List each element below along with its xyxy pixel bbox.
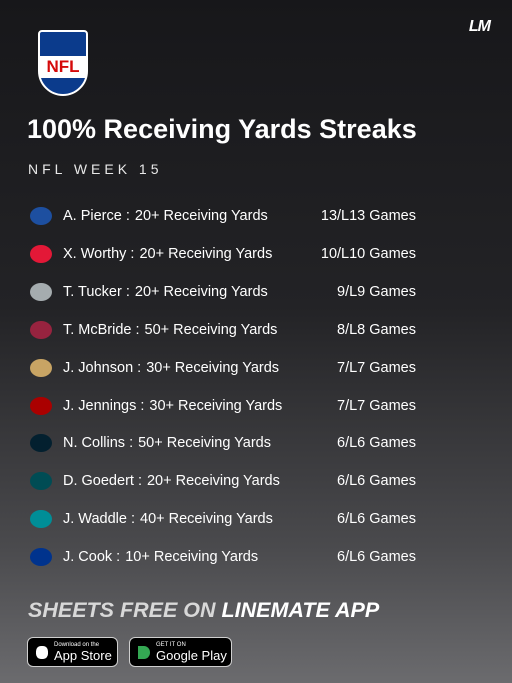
streak-row: N. Collins :50+ Receiving Yards 6/L6 Game… xyxy=(30,432,416,454)
streak-record: 8/L8 Games xyxy=(337,321,416,338)
prop-line: 20+ Receiving Yards xyxy=(146,473,280,490)
streak-record: 7/L7 Games xyxy=(337,359,416,376)
footer-a: SHEETS FREE ON xyxy=(28,598,216,622)
team-icon xyxy=(30,320,52,339)
player-name: T. McBride : xyxy=(63,321,140,338)
team-icon xyxy=(30,282,52,301)
streak-row: J. Waddle : 40+ Receiving Yards 6/L6 Games xyxy=(30,508,416,530)
streak-record: 6/L6 Games xyxy=(337,511,416,528)
badge-small: GET IT ON xyxy=(156,641,186,648)
prop-line: 10+ Receiving Yards xyxy=(125,549,259,566)
team-icon xyxy=(30,434,52,453)
brand-logo: LM xyxy=(468,18,491,35)
footer-b: LINEMATE APP xyxy=(221,598,380,622)
streak-record: 7/L7 Games xyxy=(337,397,416,414)
nfl-logo: NFL xyxy=(38,30,88,96)
player-name: J. Cook : xyxy=(63,549,121,566)
footer-text: SHEETS FREE ON LINEMATE APP xyxy=(28,598,379,623)
prop-line: 20+ Receiving Yards xyxy=(134,283,268,300)
prop-line: 40+ Receiving Yards xyxy=(140,511,273,528)
player-name: T. Tucker : xyxy=(63,283,130,300)
title: 100% Receiving Yards Streaks xyxy=(27,114,417,144)
prop-line: 30+ Receiving Yards xyxy=(146,359,280,376)
player-name: N. Collins : xyxy=(63,435,134,452)
team-icon xyxy=(30,207,52,225)
prop-line: 50+ Receiving Yards xyxy=(138,435,271,452)
streak-row: D. Goedert :20+ Receiving Yards 6/L6 Game… xyxy=(30,470,416,492)
streak-row: A. Pierce :20+ Receiving Yards 13/L13 Gam… xyxy=(30,205,416,227)
prop-line: 20+ Receiving Yards xyxy=(139,245,273,262)
team-icon xyxy=(30,548,52,567)
player-name: D. Goedert : xyxy=(63,473,142,490)
streak-record: 9/L9 Games xyxy=(337,283,416,300)
streak-row: T. Tucker :20+ Receiving Yards 9/L9 Games xyxy=(30,281,416,303)
streak-record: 6/L6 Games xyxy=(337,473,416,490)
team-icon xyxy=(30,396,52,415)
player-name: A. Pierce : xyxy=(63,208,130,224)
team-icon xyxy=(30,358,52,377)
team-icon xyxy=(30,472,52,491)
streak-row: J. Johnson :30+ Receiving Yards 7/L7 Game… xyxy=(30,357,416,379)
streak-row: X. Worthy :20+ Receiving Yards 10/L10 Gam… xyxy=(30,243,416,265)
player-name: J. Waddle : xyxy=(63,511,135,528)
team-icon xyxy=(30,244,52,263)
player-name: J. Johnson : xyxy=(63,359,142,376)
streak-record: 6/L6 Games xyxy=(337,549,416,566)
player-name: J. Jennings : xyxy=(63,397,145,414)
streak-row: J. Cook :10+ Receiving Yards 6/L6 Games xyxy=(30,546,416,568)
streak-row: T. McBride :50+ Receiving Yards 8/L8 Game… xyxy=(30,319,416,341)
badge-big: App Store xyxy=(54,647,112,663)
badge-big: Google Play xyxy=(156,647,227,663)
prop-line: 50+ Receiving Yards xyxy=(144,321,278,338)
nfl-logo-text: NFL xyxy=(46,57,80,76)
app-store-badge[interactable]: Download on the App Store xyxy=(27,637,118,667)
team-icon xyxy=(30,510,52,529)
prop-line: 30+ Receiving Yards xyxy=(149,397,283,414)
streak-row: J. Jennings :30+ Receiving Yards 7/L7 Gam… xyxy=(30,395,416,417)
prop-line: 20+ Receiving Yards xyxy=(134,208,268,224)
streak-record: 13/L13 Games xyxy=(320,208,416,224)
streak-record: 6/L6 Games xyxy=(337,435,416,452)
badge-small: Download on the xyxy=(54,641,100,648)
streak-record: 10/L10 Games xyxy=(320,245,416,262)
google-play-badge[interactable]: GET IT ON Google Play xyxy=(129,637,232,667)
player-name: X. Worthy : xyxy=(63,245,135,262)
subtitle: NFL WEEK 15 xyxy=(28,161,163,177)
